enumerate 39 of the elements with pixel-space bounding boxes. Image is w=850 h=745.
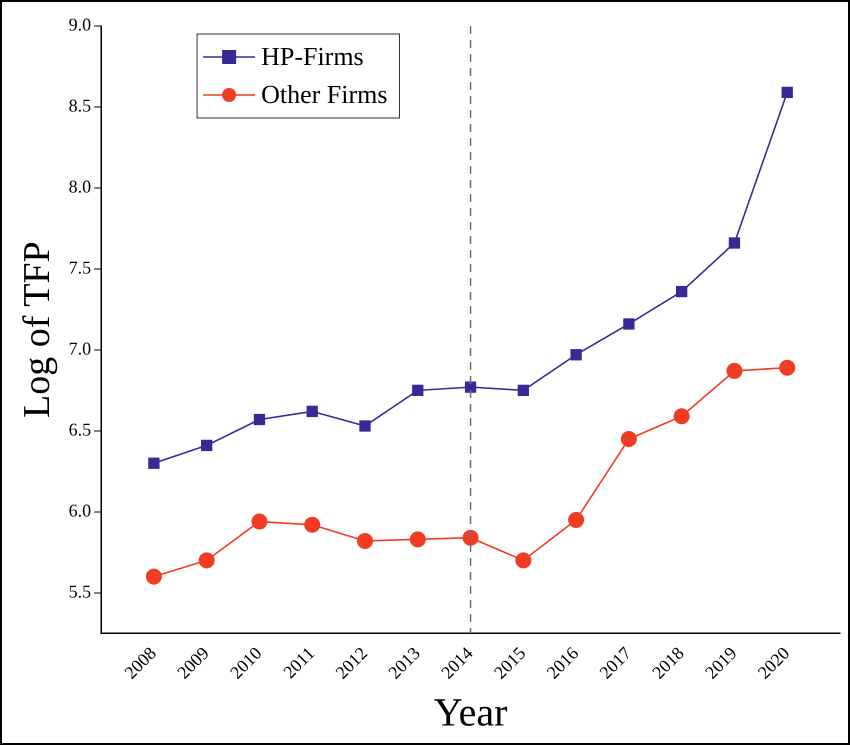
point [728, 237, 740, 249]
point [146, 568, 162, 585]
point [356, 532, 373, 549]
legend-label: HP-Firms [261, 42, 364, 71]
y-tick-label: 8.5 [68, 96, 92, 116]
point [676, 286, 688, 298]
point [148, 458, 160, 469]
point [568, 512, 584, 528]
point [201, 440, 212, 452]
y-tick-label: 5.5 [68, 582, 92, 602]
point [359, 420, 371, 432]
x-axis-title: Year [434, 690, 508, 734]
point [410, 531, 426, 548]
point [623, 318, 635, 330]
point [464, 381, 476, 393]
point [306, 406, 318, 418]
y-axis-title: Log of TFP [16, 241, 58, 418]
point [254, 414, 266, 426]
x-tick-label: 2011 [279, 642, 318, 682]
point [570, 349, 582, 360]
y-tick-label: 6.5 [68, 420, 92, 440]
point [304, 516, 320, 533]
point [726, 362, 742, 379]
y-tick-label: 7.0 [68, 338, 92, 359]
point [198, 552, 215, 568]
legend-label: Other Firms [261, 80, 388, 109]
point [462, 530, 479, 546]
y-tick-label: 8.0 [68, 176, 92, 197]
point [515, 552, 532, 568]
point [251, 514, 268, 530]
point [779, 360, 796, 376]
point [782, 86, 793, 98]
point [674, 408, 690, 424]
y-tick-label: 9.0 [68, 14, 92, 35]
y-tick-label: 7.5 [68, 258, 92, 278]
point [620, 430, 637, 447]
point [412, 384, 424, 396]
y-tick-label: 6.0 [68, 500, 92, 521]
point [518, 384, 529, 396]
